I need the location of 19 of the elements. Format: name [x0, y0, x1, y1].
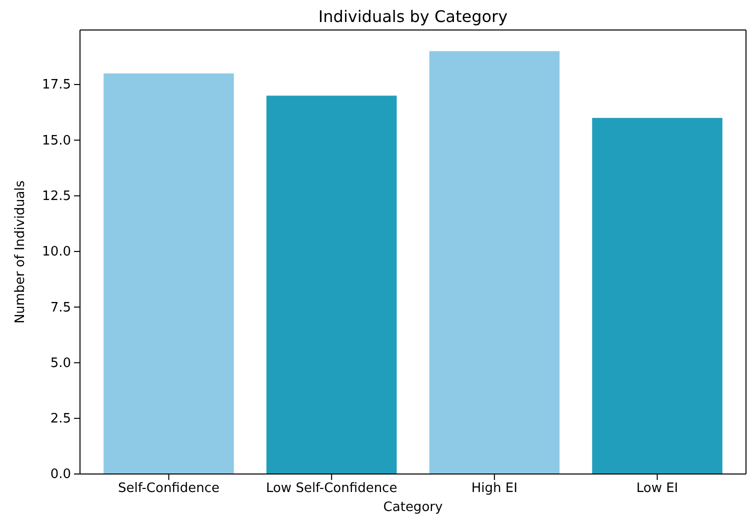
y-tick-label: 2.5: [50, 412, 71, 427]
x-axis-title: Category: [383, 500, 443, 515]
y-axis-title: Number of Individuals: [13, 180, 28, 324]
y-tick-label: 12.5: [42, 188, 71, 204]
bar: [104, 73, 234, 474]
x-tick-label: High EI: [471, 481, 518, 496]
y-tick-label: 15.0: [42, 133, 71, 148]
x-tick-label: Low Self-Confidence: [266, 481, 398, 496]
y-tick-label: 17.5: [42, 78, 71, 93]
y-tick-label: 5.0: [50, 356, 71, 371]
chart-title: Individuals by Category: [318, 7, 508, 26]
y-tick-label: 0.0: [50, 467, 71, 482]
bar: [429, 51, 560, 474]
bar: [592, 118, 722, 474]
x-tick-label: Self-Confidence: [118, 481, 220, 496]
x-tick-label: Low EI: [636, 481, 678, 496]
y-tick-label: 10.0: [42, 244, 71, 260]
bar: [266, 96, 397, 474]
y-tick-label: 7.5: [50, 300, 71, 316]
